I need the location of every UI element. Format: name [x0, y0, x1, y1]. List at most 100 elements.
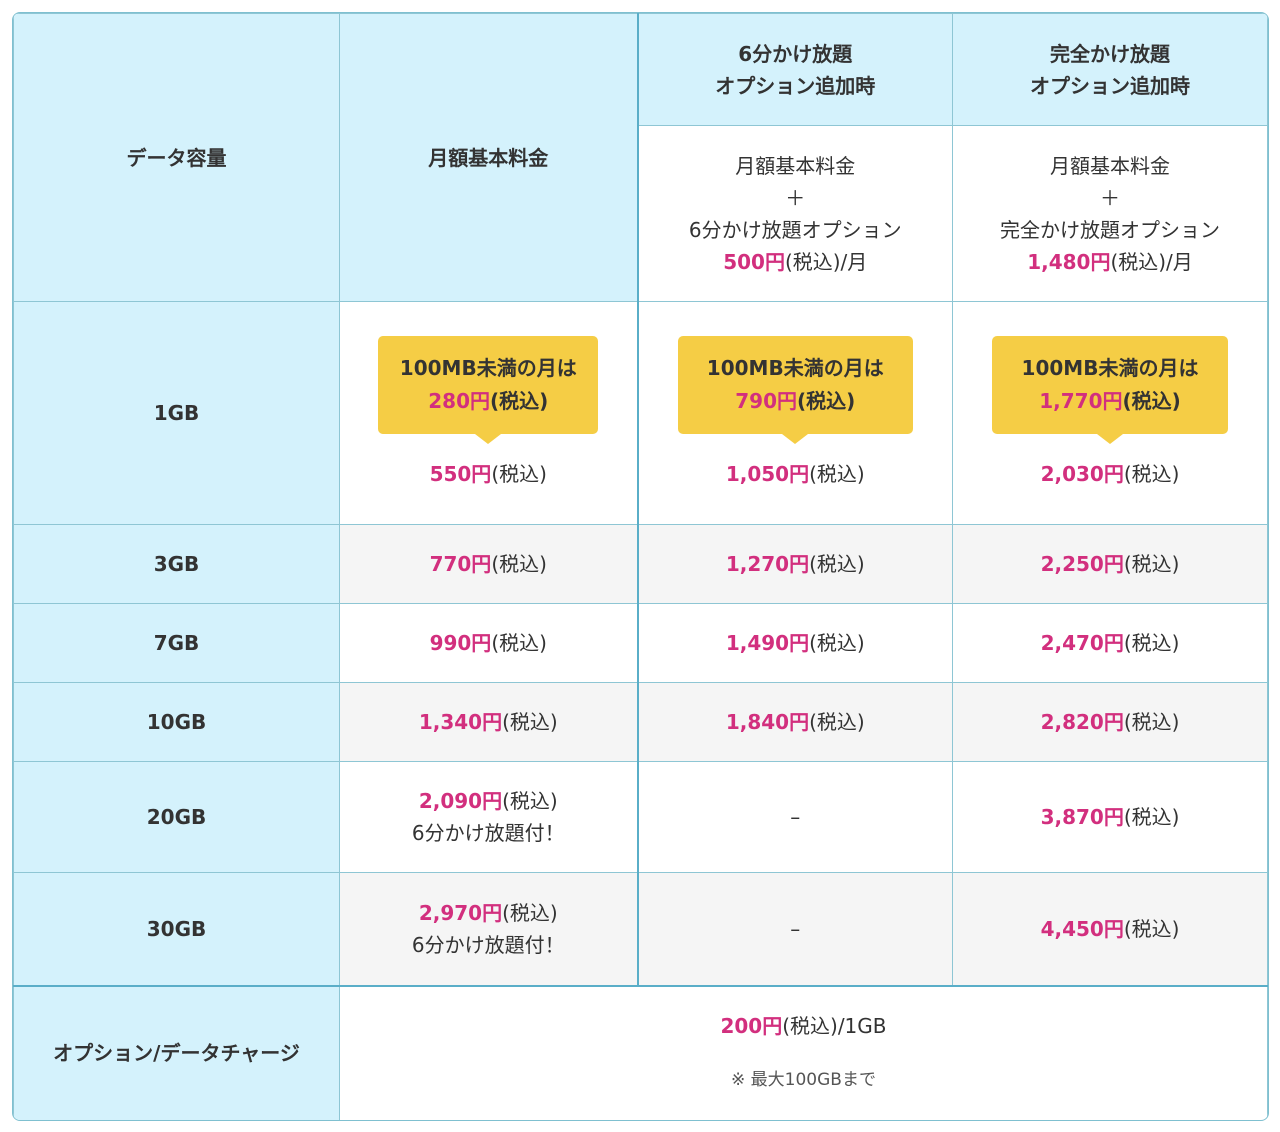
table-row: 30GB 2,970円(税込) 6分かけ放題付！ – 4,450円(税込) [13, 872, 1268, 986]
cell: 2,470円(税込) [952, 603, 1268, 683]
tax-label: (税込) [809, 631, 865, 655]
option-row: オプション/データチャージ 200円(税込)/1GB ※ 最大100GBまで [13, 985, 1268, 1120]
tax-label: (税込) [489, 389, 549, 413]
row-label: 7GB [13, 603, 340, 683]
note: 6分かけ放題付！ [411, 932, 565, 957]
price-table: データ容量 月額基本料金 6分かけ放題 オプション追加時 完全かけ放題 オプション追… [12, 12, 1269, 1121]
plus-sign: ＋ [1100, 185, 1120, 210]
header-monthly-basic: 月額基本料金 [339, 13, 639, 302]
price: 2,820円 [1040, 710, 1124, 734]
cell: 2,820円(税込) [952, 682, 1268, 762]
plus-sign: ＋ [785, 185, 806, 210]
header-label: オプション追加時 [715, 73, 876, 98]
tax-label: (税込) [1123, 552, 1180, 576]
header-label: 月額基本料金 [428, 145, 549, 170]
table-row: 1GB 100MB未満の月は 280円(税込) 550円(税込) 100MB未満の月… [13, 301, 1268, 525]
tax-label: (税込) [491, 631, 547, 655]
tax-label: (税込) [1123, 805, 1180, 829]
cell: 1,340円(税込) [339, 682, 639, 762]
table-row: 20GB 2,090円(税込) 6分かけ放題付！ – 3,870円(税込) [13, 761, 1268, 873]
full-desc: 月額基本料金 ＋ 完全かけ放題オプション 1,480円(税込)/月 [952, 125, 1268, 302]
tax-label: (税込)/月 [784, 249, 868, 274]
price: 1,490円 [725, 631, 810, 655]
balloon-text: 100MB未満の月は [706, 356, 884, 380]
price: 2,030円 [1040, 462, 1124, 486]
option-cell: 200円(税込)/1GB ※ 最大100GBまで [339, 985, 1268, 1120]
price: 200円 [720, 1014, 783, 1039]
cell: 1,270円(税込) [637, 524, 953, 604]
price: 3,870円 [1040, 805, 1124, 829]
cell: – [637, 872, 953, 986]
header-data-capacity: データ容量 [13, 13, 340, 302]
cell: 2,090円(税込) 6分かけ放題付！ [339, 761, 639, 873]
price: 1,340円 [418, 710, 503, 734]
cell: 1,490円(税込) [637, 603, 953, 683]
tax-label: (税込) [1123, 916, 1180, 941]
row-label: オプション/データチャージ [13, 985, 340, 1120]
price: 2,970円 [418, 900, 503, 925]
header-label: データ容量 [126, 145, 227, 170]
price: 790円 [735, 389, 797, 413]
row-label: 20GB [13, 761, 340, 873]
row-label: 3GB [13, 524, 340, 604]
price: 1,480円 [1027, 249, 1111, 274]
cell: 1,840円(税込) [637, 682, 953, 762]
cell: 2,970円(税込) 6分かけ放題付！ [339, 872, 639, 986]
cell: 770円(税込) [339, 524, 639, 604]
tax-label: (税込) [491, 462, 547, 486]
cell: 100MB未満の月は 280円(税込) 550円(税込) [339, 301, 639, 525]
tax-label: (税込) [1123, 710, 1180, 734]
tax-label: (税込) [491, 552, 547, 576]
cell: 4,450円(税込) [952, 872, 1268, 986]
tax-label: (税込) [502, 710, 558, 734]
price: 2,090円 [418, 789, 503, 813]
tax-label: (税込) [809, 552, 865, 576]
table-row: 3GB 770円(税込) 1,270円(税込) 2,250円(税込) [13, 524, 1268, 604]
tax-label: (税込)/月 [1110, 249, 1193, 274]
header-label: 6分かけ放題 [738, 41, 853, 66]
balloon: 100MB未満の月は 1,770円(税込) [992, 336, 1228, 444]
table-row: 7GB 990円(税込) 1,490円(税込) 2,470円(税込) [13, 603, 1268, 683]
tax-label: (税込) [1122, 389, 1181, 413]
price: 280円 [428, 389, 490, 413]
price: 550円 [429, 462, 492, 486]
tax-label: (税込) [809, 462, 865, 486]
row-label: 1GB [13, 301, 340, 525]
header-label: 完全かけ放題 [1050, 41, 1170, 66]
tax-label: (税込) [796, 389, 856, 413]
balloon-text: 100MB未満の月は [1021, 356, 1199, 380]
price: 4,450円 [1040, 916, 1124, 941]
note: 6分かけ放題付！ [411, 821, 565, 845]
balloon: 100MB未満の月は 790円(税込) [677, 336, 913, 444]
tax-label: (税込) [502, 789, 558, 813]
cell: 100MB未満の月は 790円(税込) 1,050円(税込) [637, 301, 953, 525]
cell: – [637, 761, 953, 873]
table-row: 10GB 1,340円(税込) 1,840円(税込) 2,820円(税込) [13, 682, 1268, 762]
balloon-text: 100MB未満の月は [399, 356, 577, 380]
price: 1,050円 [725, 462, 810, 486]
header-opt6: 6分かけ放題 オプション追加時 [637, 13, 953, 126]
tax-label: (税込) [809, 710, 865, 734]
row-label: 30GB [13, 872, 340, 986]
option-note: ※ 最大100GBまで [731, 1070, 876, 1091]
header-full: 完全かけ放題 オプション追加時 [952, 13, 1268, 126]
cell: 990円(税込) [339, 603, 639, 683]
desc-line: 月額基本料金 [1050, 153, 1170, 178]
header-label: オプション追加時 [1030, 73, 1190, 98]
cell: 100MB未満の月は 1,770円(税込) 2,030円(税込) [952, 301, 1268, 525]
price: 2,470円 [1040, 631, 1124, 655]
price: 1,840円 [725, 710, 810, 734]
price: 1,770円 [1039, 389, 1123, 413]
tax-label: (税込) [502, 900, 558, 925]
desc-line: 完全かけ放題オプション [1000, 217, 1220, 242]
opt6-desc: 月額基本料金 ＋ 6分かけ放題オプション 500円(税込)/月 [637, 125, 953, 302]
price: 500円 [723, 249, 785, 274]
tax-label: (税込) [1123, 631, 1180, 655]
tax-label: (税込) [1123, 462, 1180, 486]
price: 2,250円 [1040, 552, 1124, 576]
row-label: 10GB [13, 682, 340, 762]
cell: 2,250円(税込) [952, 524, 1268, 604]
cell: 3,870円(税込) [952, 761, 1268, 873]
balloon: 100MB未満の月は 280円(税込) [378, 336, 599, 444]
price: 990円 [429, 631, 492, 655]
